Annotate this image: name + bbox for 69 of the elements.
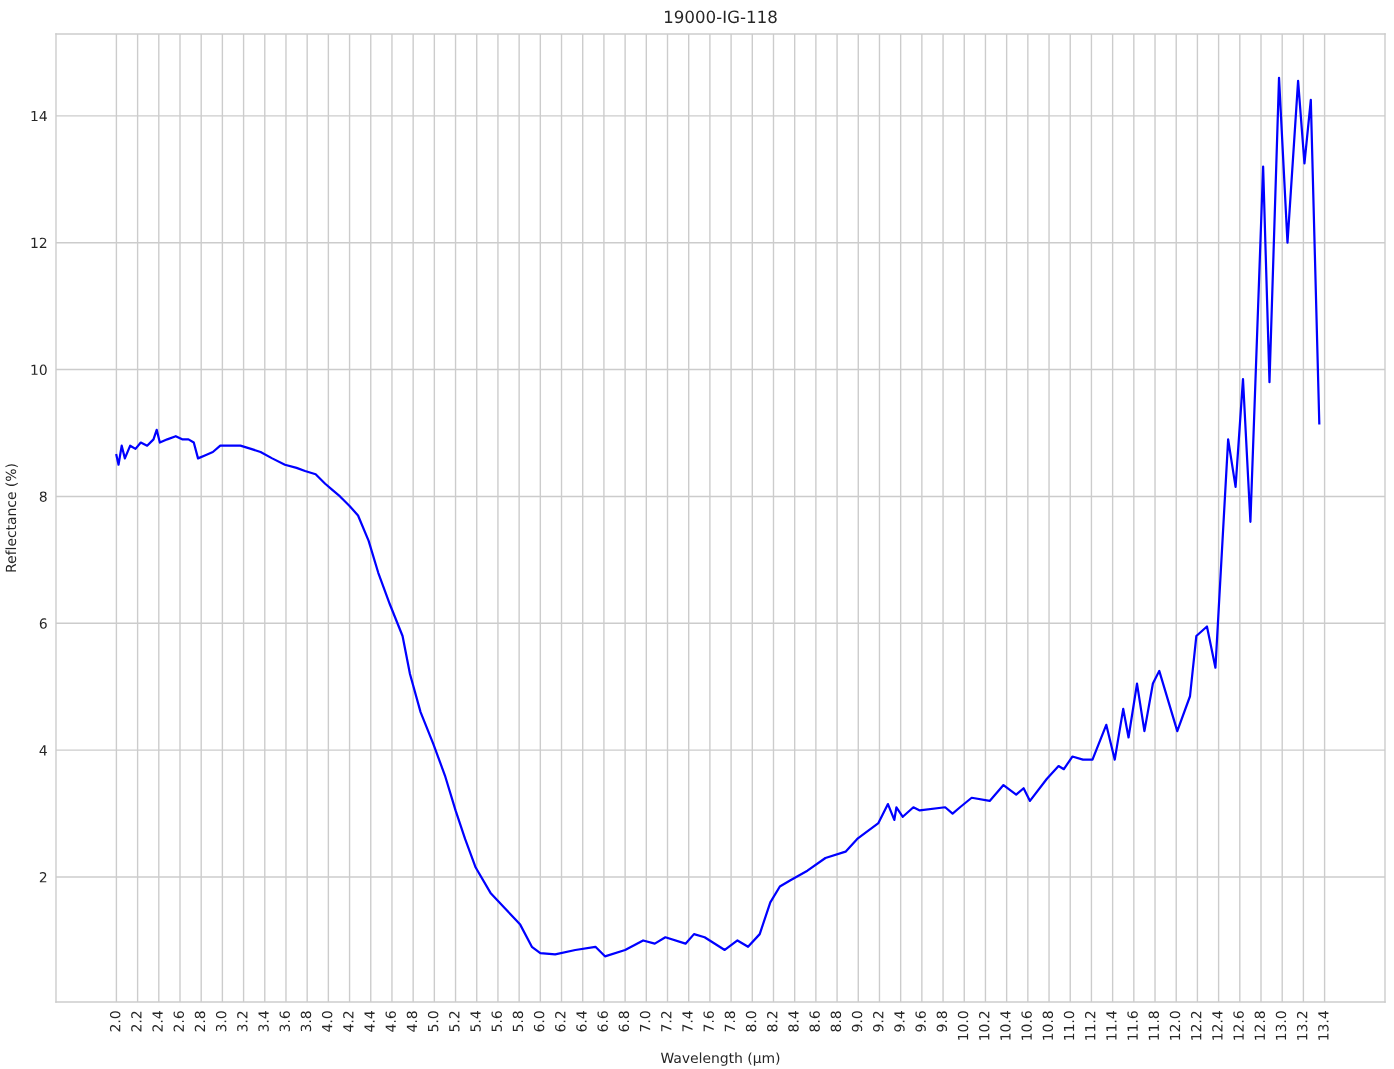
x-tick-label: 3.0 [215,1011,227,1032]
x-tick-label: 4.6 [385,1011,396,1032]
x-tick-label: 2.0 [109,1011,121,1032]
x-tick-label: 9.0 [851,1011,863,1032]
x-tick-label: 8.0 [745,1011,757,1032]
x-tick-label: 12.4 [1212,1011,1223,1040]
x-tick-label: 8.8 [830,1011,842,1032]
x-tick-label: 6.8 [618,1011,630,1032]
y-tick-label: 6 [39,618,47,629]
line-series [115,76,1321,958]
x-tick-label: 4.0 [321,1011,333,1032]
x-tick-label: 3.2 [237,1011,248,1032]
x-tick-label: 8.6 [809,1011,820,1032]
chart-title: 19000-IG-118 [664,10,777,24]
x-tick-label: 10.0 [957,1011,969,1040]
x-tick-label: 4.4 [364,1011,375,1032]
y-tick-label: 8 [39,491,47,502]
x-tick-label: 9.8 [936,1011,948,1032]
x-tick-label: 2.8 [194,1011,206,1032]
x-tick-label: 10.8 [1042,1011,1054,1040]
y-tick-label: 2 [39,872,47,883]
x-tick-label: 10.6 [1021,1011,1032,1040]
x-tick-label: 6.6 [597,1011,608,1032]
x-tick-label: 2.4 [152,1011,163,1032]
x-tick-label: 9.4 [894,1011,905,1032]
x-tick-label: 10.2 [978,1011,990,1040]
x-tick-label: 13.2 [1296,1011,1308,1040]
y-axis-title: Reflectance (%) [5,464,18,572]
x-tick-label: 12.8 [1254,1011,1266,1040]
x-axis-title: Wavelength (μm) [660,1052,780,1066]
x-tick-label: 5.8 [512,1011,524,1032]
x-tick-label: 11.6 [1127,1011,1138,1040]
x-tick-label: 11.8 [1148,1011,1160,1040]
x-tick-label: 7.2 [661,1011,672,1032]
x-tick-label: 8.4 [788,1011,799,1032]
x-tick-label: 3.6 [279,1011,291,1032]
x-tick-label: 12.0 [1169,1011,1181,1040]
x-tick-label: 5.0 [427,1011,439,1032]
x-tick-label: 2.2 [131,1011,142,1032]
x-tick-label: 3.4 [258,1011,269,1032]
x-tick-label: 9.2 [873,1011,884,1032]
x-tick-label: 12.2 [1190,1011,1202,1040]
x-tick-label: 6.4 [576,1011,587,1032]
x-tick-label: 2.6 [173,1011,185,1032]
x-tick-label: 5.4 [470,1011,481,1032]
x-tick-label: 5.6 [491,1011,502,1032]
x-tick-label: 3.8 [300,1011,312,1032]
x-tick-label: 7.6 [703,1011,714,1032]
x-tick-label: 7.0 [639,1011,651,1032]
x-tick-label: 5.2 [449,1011,460,1032]
x-tick-label: 8.2 [767,1011,778,1032]
y-tick-label: 10 [31,364,47,376]
x-tick-label: 11.0 [1063,1011,1075,1040]
x-tick-label: 13.0 [1275,1011,1287,1040]
x-tick-label: 13.4 [1318,1011,1329,1040]
x-tick-label: 6.2 [555,1011,566,1032]
y-tick-label: 14 [31,110,47,122]
x-tick-label: 7.4 [682,1011,693,1032]
y-tick-label: 4 [39,745,47,756]
y-tick-label: 12 [31,237,47,248]
x-tick-label: 11.4 [1106,1011,1117,1040]
x-tick-label: 4.2 [343,1011,354,1032]
x-tick-label: 11.2 [1084,1011,1096,1040]
x-tick-label: 6.0 [533,1011,545,1032]
x-tick-label: 9.6 [915,1011,926,1032]
x-tick-label: 10.4 [1000,1011,1011,1040]
x-tick-label: 12.6 [1233,1011,1244,1040]
x-tick-label: 4.8 [406,1011,418,1032]
x-tick-label: 7.8 [724,1011,736,1032]
